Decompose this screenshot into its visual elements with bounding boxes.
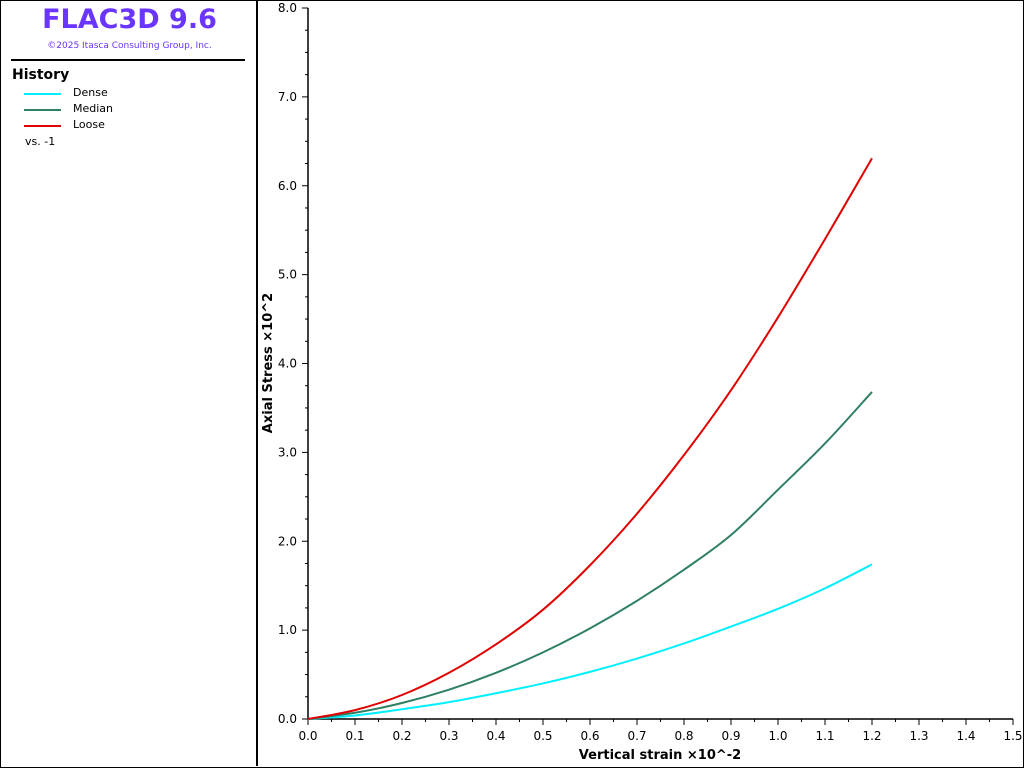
legend-swatch-dense (24, 93, 61, 95)
series-line-loose (307, 157, 873, 720)
y-tick-label: 1.0 (278, 623, 297, 637)
x-tick-label: 0.3 (439, 729, 458, 743)
x-tick-label: 1.0 (768, 729, 787, 743)
x-tick-label: 1.4 (956, 729, 975, 743)
x-tick-label: 1.2 (862, 729, 881, 743)
legend-label-dense: Dense (73, 86, 108, 99)
y-tick-label: 2.0 (278, 534, 297, 548)
history-heading: History (12, 67, 70, 83)
x-tick-label: 0.7 (627, 729, 646, 743)
legend-swatch-median (24, 109, 61, 111)
y-tick-label: 8.0 (278, 1, 297, 15)
copyright-text: ©2025 Itasca Consulting Group, Inc. (47, 41, 212, 51)
series-layer (307, 157, 873, 720)
legend-panel: FLAC3D 9.6 ©2025 Itasca Consulting Group… (1, 1, 258, 766)
x-tick-label: 0.8 (674, 729, 693, 743)
series-line-median (307, 391, 873, 720)
x-axis-label: Vertical strain ×10^-2 (579, 748, 741, 763)
title-divider (11, 59, 245, 61)
y-tick-label: 6.0 (278, 179, 297, 193)
y-tick-label: 0.0 (278, 712, 297, 726)
x-tick-label: 1.1 (815, 729, 834, 743)
x-tick-label: 0.6 (580, 729, 599, 743)
x-tick-label: 0.0 (298, 729, 317, 743)
x-tick-label: 0.9 (721, 729, 740, 743)
x-tick-label: 1.3 (909, 729, 928, 743)
x-tick-label: 0.1 (345, 729, 364, 743)
y-tick-label: 7.0 (278, 90, 297, 104)
legend-label-median: Median (73, 102, 114, 115)
app-title: FLAC3D 9.6 (42, 4, 217, 35)
vs-label: vs. -1 (25, 135, 56, 148)
y-tick-label: 3.0 (278, 445, 297, 459)
x-tick-label: 0.2 (392, 729, 411, 743)
x-tick-label: 0.5 (533, 729, 552, 743)
legend-label-loose: Loose (73, 118, 105, 131)
y-axis-label: Axial Stress ×10^2 (261, 293, 276, 433)
x-tick-label: 0.4 (486, 729, 505, 743)
y-tick-label: 4.0 (278, 357, 297, 371)
series-line-dense (307, 563, 873, 720)
x-tick-label: 1.5 (1003, 729, 1022, 743)
y-tick-label: 5.0 (278, 268, 297, 282)
legend-swatch-loose (24, 125, 61, 127)
axes: 0.0 0.1 0.2 0.3 0.4 0.5 0.6 0.7 0.8 0.9 1.0 1.1 1.2 1… (278, 1, 1023, 743)
